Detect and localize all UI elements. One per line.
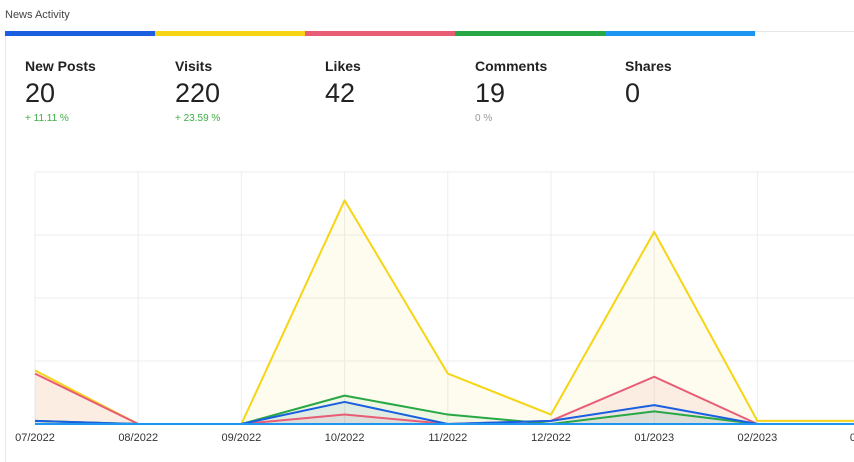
x-tick-label: 08/2022	[118, 432, 158, 444]
color-bar-segment	[605, 31, 755, 36]
color-bar-segment	[5, 31, 155, 36]
stat-value: 42	[325, 78, 356, 108]
widget-title: News Activity	[5, 9, 70, 21]
color-bar-segment	[155, 31, 305, 36]
stat-value: 19	[475, 78, 506, 108]
x-tick-label: 09/2022	[222, 432, 262, 444]
stat-change: + 23.59 %	[175, 113, 221, 124]
stat-label: Visits	[175, 58, 213, 74]
stat-label: Likes	[325, 58, 361, 74]
stat-label: New Posts	[25, 58, 96, 74]
series-area-3	[35, 401, 854, 424]
stat-shares: Shares 0	[625, 57, 775, 112]
x-tick-label: 01/2023	[634, 432, 674, 444]
stat-value: 0	[625, 78, 641, 108]
stat-visits: Visits 220 + 23.59 %	[175, 57, 325, 126]
series-area-2	[35, 395, 854, 424]
color-bar	[5, 31, 755, 36]
stat-likes: Likes 42	[325, 57, 475, 112]
x-tick-label: 02/2023	[738, 432, 778, 444]
stat-value: 20	[25, 78, 56, 108]
stat-new-posts: New Posts 20 + 11.11 %	[25, 57, 175, 126]
stat-value: 220	[175, 78, 221, 108]
x-tick-label: 03/2	[850, 432, 854, 444]
x-tick-label: 11/2022	[428, 432, 467, 444]
stat-comments: Comments 19 0 %	[475, 57, 625, 126]
stat-change: 0 %	[475, 113, 493, 124]
stat-change: + 11.11 %	[25, 113, 69, 124]
x-tick-label: 10/2022	[325, 432, 365, 444]
stat-label: Comments	[475, 58, 548, 74]
color-bar-segment	[455, 31, 605, 36]
x-tick-label: 07/2022	[15, 432, 55, 444]
stat-label: Shares	[625, 58, 672, 74]
x-tick-label: 12/2022	[531, 432, 571, 444]
series-area-0	[35, 200, 854, 424]
color-bar-segment	[305, 31, 455, 36]
